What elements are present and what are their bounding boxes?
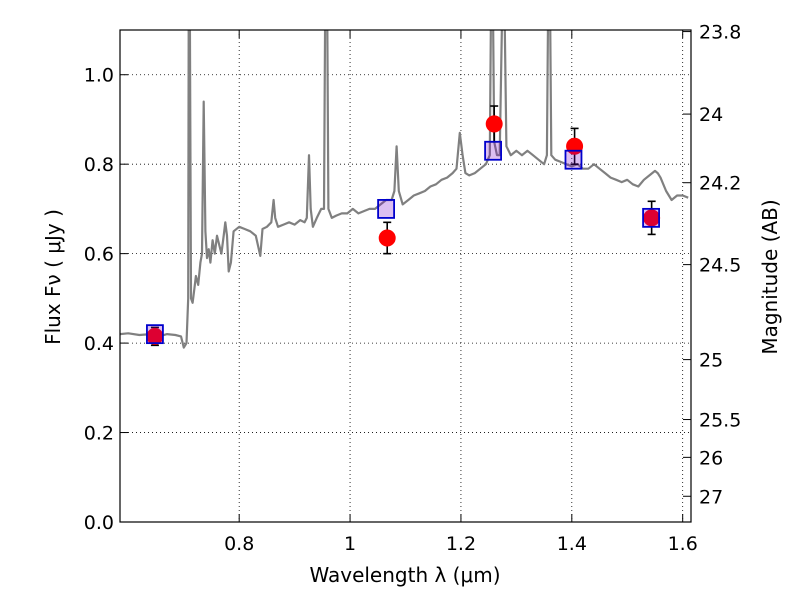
- x-tick-label: 1.6: [668, 533, 698, 555]
- y-tick-label: 0.6: [84, 244, 114, 266]
- plot-frame: [119, 29, 692, 523]
- x-tick-label: 0.8: [224, 533, 254, 555]
- y2-tick-label: 27: [699, 486, 723, 508]
- y-axis-label: Flux Fν ( μJy ): [41, 209, 65, 345]
- axes: 0.8 1 1.2 1.4 1.6 0.0 0.2 0.4 0.6 0.8 1.0 23.8 24 24.…: [84, 22, 742, 555]
- model-point: [377, 199, 395, 219]
- model-point: [484, 140, 502, 161]
- y2-tick-label: 24: [699, 104, 723, 126]
- model-point: [564, 149, 583, 170]
- plot-data: [120, 30, 689, 349]
- y2-tick-label: 25: [699, 350, 723, 372]
- y-tick-label: 0.4: [84, 333, 114, 355]
- x-axis-label: Wavelength λ (μm): [309, 563, 500, 587]
- y-tick-label: 0.8: [84, 154, 114, 176]
- y2-tick-label: 24.5: [699, 255, 741, 277]
- y2-tick-label: 25.5: [699, 410, 741, 432]
- x-tick-label: 1.2: [446, 533, 476, 555]
- observed-point: [378, 229, 396, 247]
- observed-point: [485, 115, 503, 133]
- y2-tick-label: 23.8: [699, 22, 741, 44]
- model-point: [642, 207, 660, 228]
- y-tick-label: 0.0: [84, 512, 114, 534]
- spectrum-line: [120, 30, 689, 349]
- x-tick-label: 1.4: [557, 533, 587, 555]
- x-tick-label: 1: [344, 533, 356, 555]
- y2-tick-label: 24.2: [699, 173, 741, 195]
- y2-axis-label: Magnitude (AB): [758, 199, 782, 354]
- y-tick-label: 0.2: [84, 423, 114, 445]
- y-tick-label: 1.0: [84, 65, 114, 87]
- y2-tick-label: 26: [699, 447, 723, 469]
- model-point: [146, 324, 164, 345]
